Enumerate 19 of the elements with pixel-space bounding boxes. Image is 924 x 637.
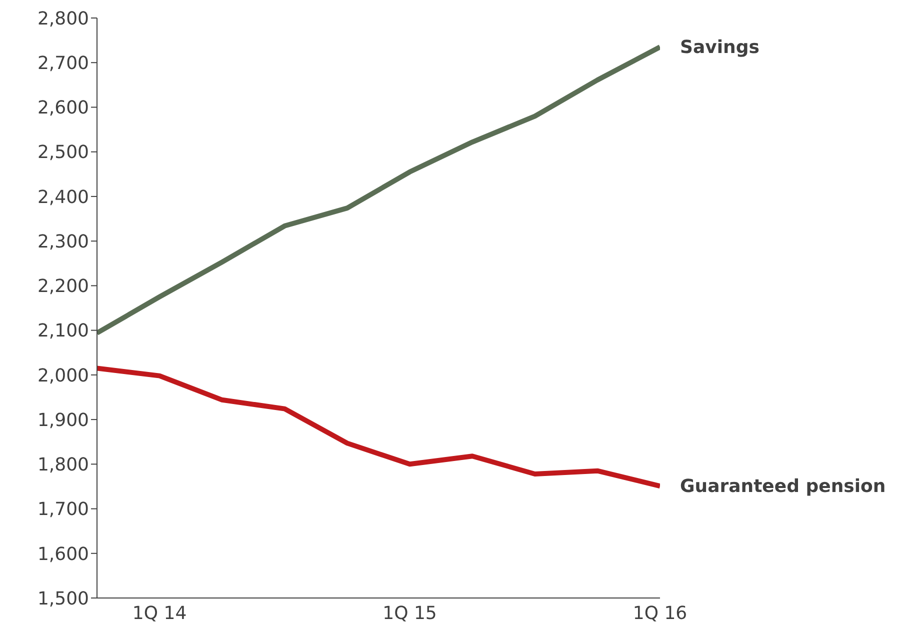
y-tick-label: 1,700	[37, 499, 89, 520]
x-tick-label: 1Q 14	[132, 602, 187, 624]
y-tick-label: 2,200	[37, 276, 89, 298]
x-tick-label: 1Q 16	[632, 602, 688, 624]
y-tick-label: 2,100	[37, 320, 89, 342]
y-tick-label: 2,600	[37, 98, 89, 119]
series-label: Savings	[680, 37, 760, 58]
y-tick-label: 1,500	[37, 588, 89, 610]
y-tick-label: 1,900	[37, 410, 89, 431]
y-tick-label: 2,300	[37, 231, 89, 252]
y-tick-label: 2,000	[37, 365, 89, 386]
y-tick-label: 1,600	[37, 544, 89, 565]
y-tick-label: 2,500	[37, 142, 89, 164]
y-tick-label: 1,800	[37, 454, 89, 476]
y-tick-label: 2,400	[37, 186, 89, 208]
y-tick-label: 2,700	[37, 53, 89, 74]
x-tick-label: 1Q 15	[382, 602, 437, 624]
y-tick-label: 2,800	[37, 8, 89, 30]
series-label: Guaranteed pension	[680, 476, 886, 498]
